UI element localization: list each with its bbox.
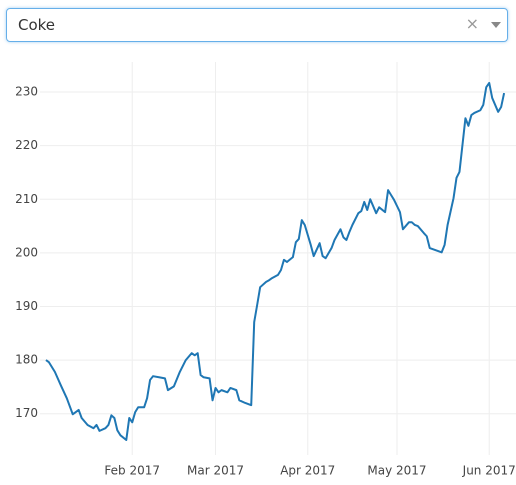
y-tick-label: 180 bbox=[15, 353, 38, 367]
clear-button[interactable]: × bbox=[465, 14, 479, 33]
dropdown-value: Coke bbox=[18, 16, 56, 34]
x-tick-label: Apr 2017 bbox=[280, 464, 335, 478]
y-tick-label: 220 bbox=[15, 138, 38, 152]
x-tick-label: Mar 2017 bbox=[187, 464, 244, 478]
y-tick-label: 200 bbox=[15, 245, 38, 259]
dropdown-arrow[interactable] bbox=[491, 22, 501, 28]
x-tick-label: Jun 2017 bbox=[462, 464, 516, 478]
x-tick-label: Feb 2017 bbox=[104, 464, 160, 478]
y-tick-label: 210 bbox=[15, 192, 38, 206]
x-tick-label: May 2017 bbox=[367, 464, 426, 478]
dropdown[interactable]: Coke × bbox=[6, 8, 508, 42]
y-tick-label: 190 bbox=[15, 299, 38, 313]
y-tick-label: 230 bbox=[15, 85, 38, 99]
y-tick-label: 170 bbox=[15, 406, 38, 420]
line bbox=[45, 81, 506, 441]
